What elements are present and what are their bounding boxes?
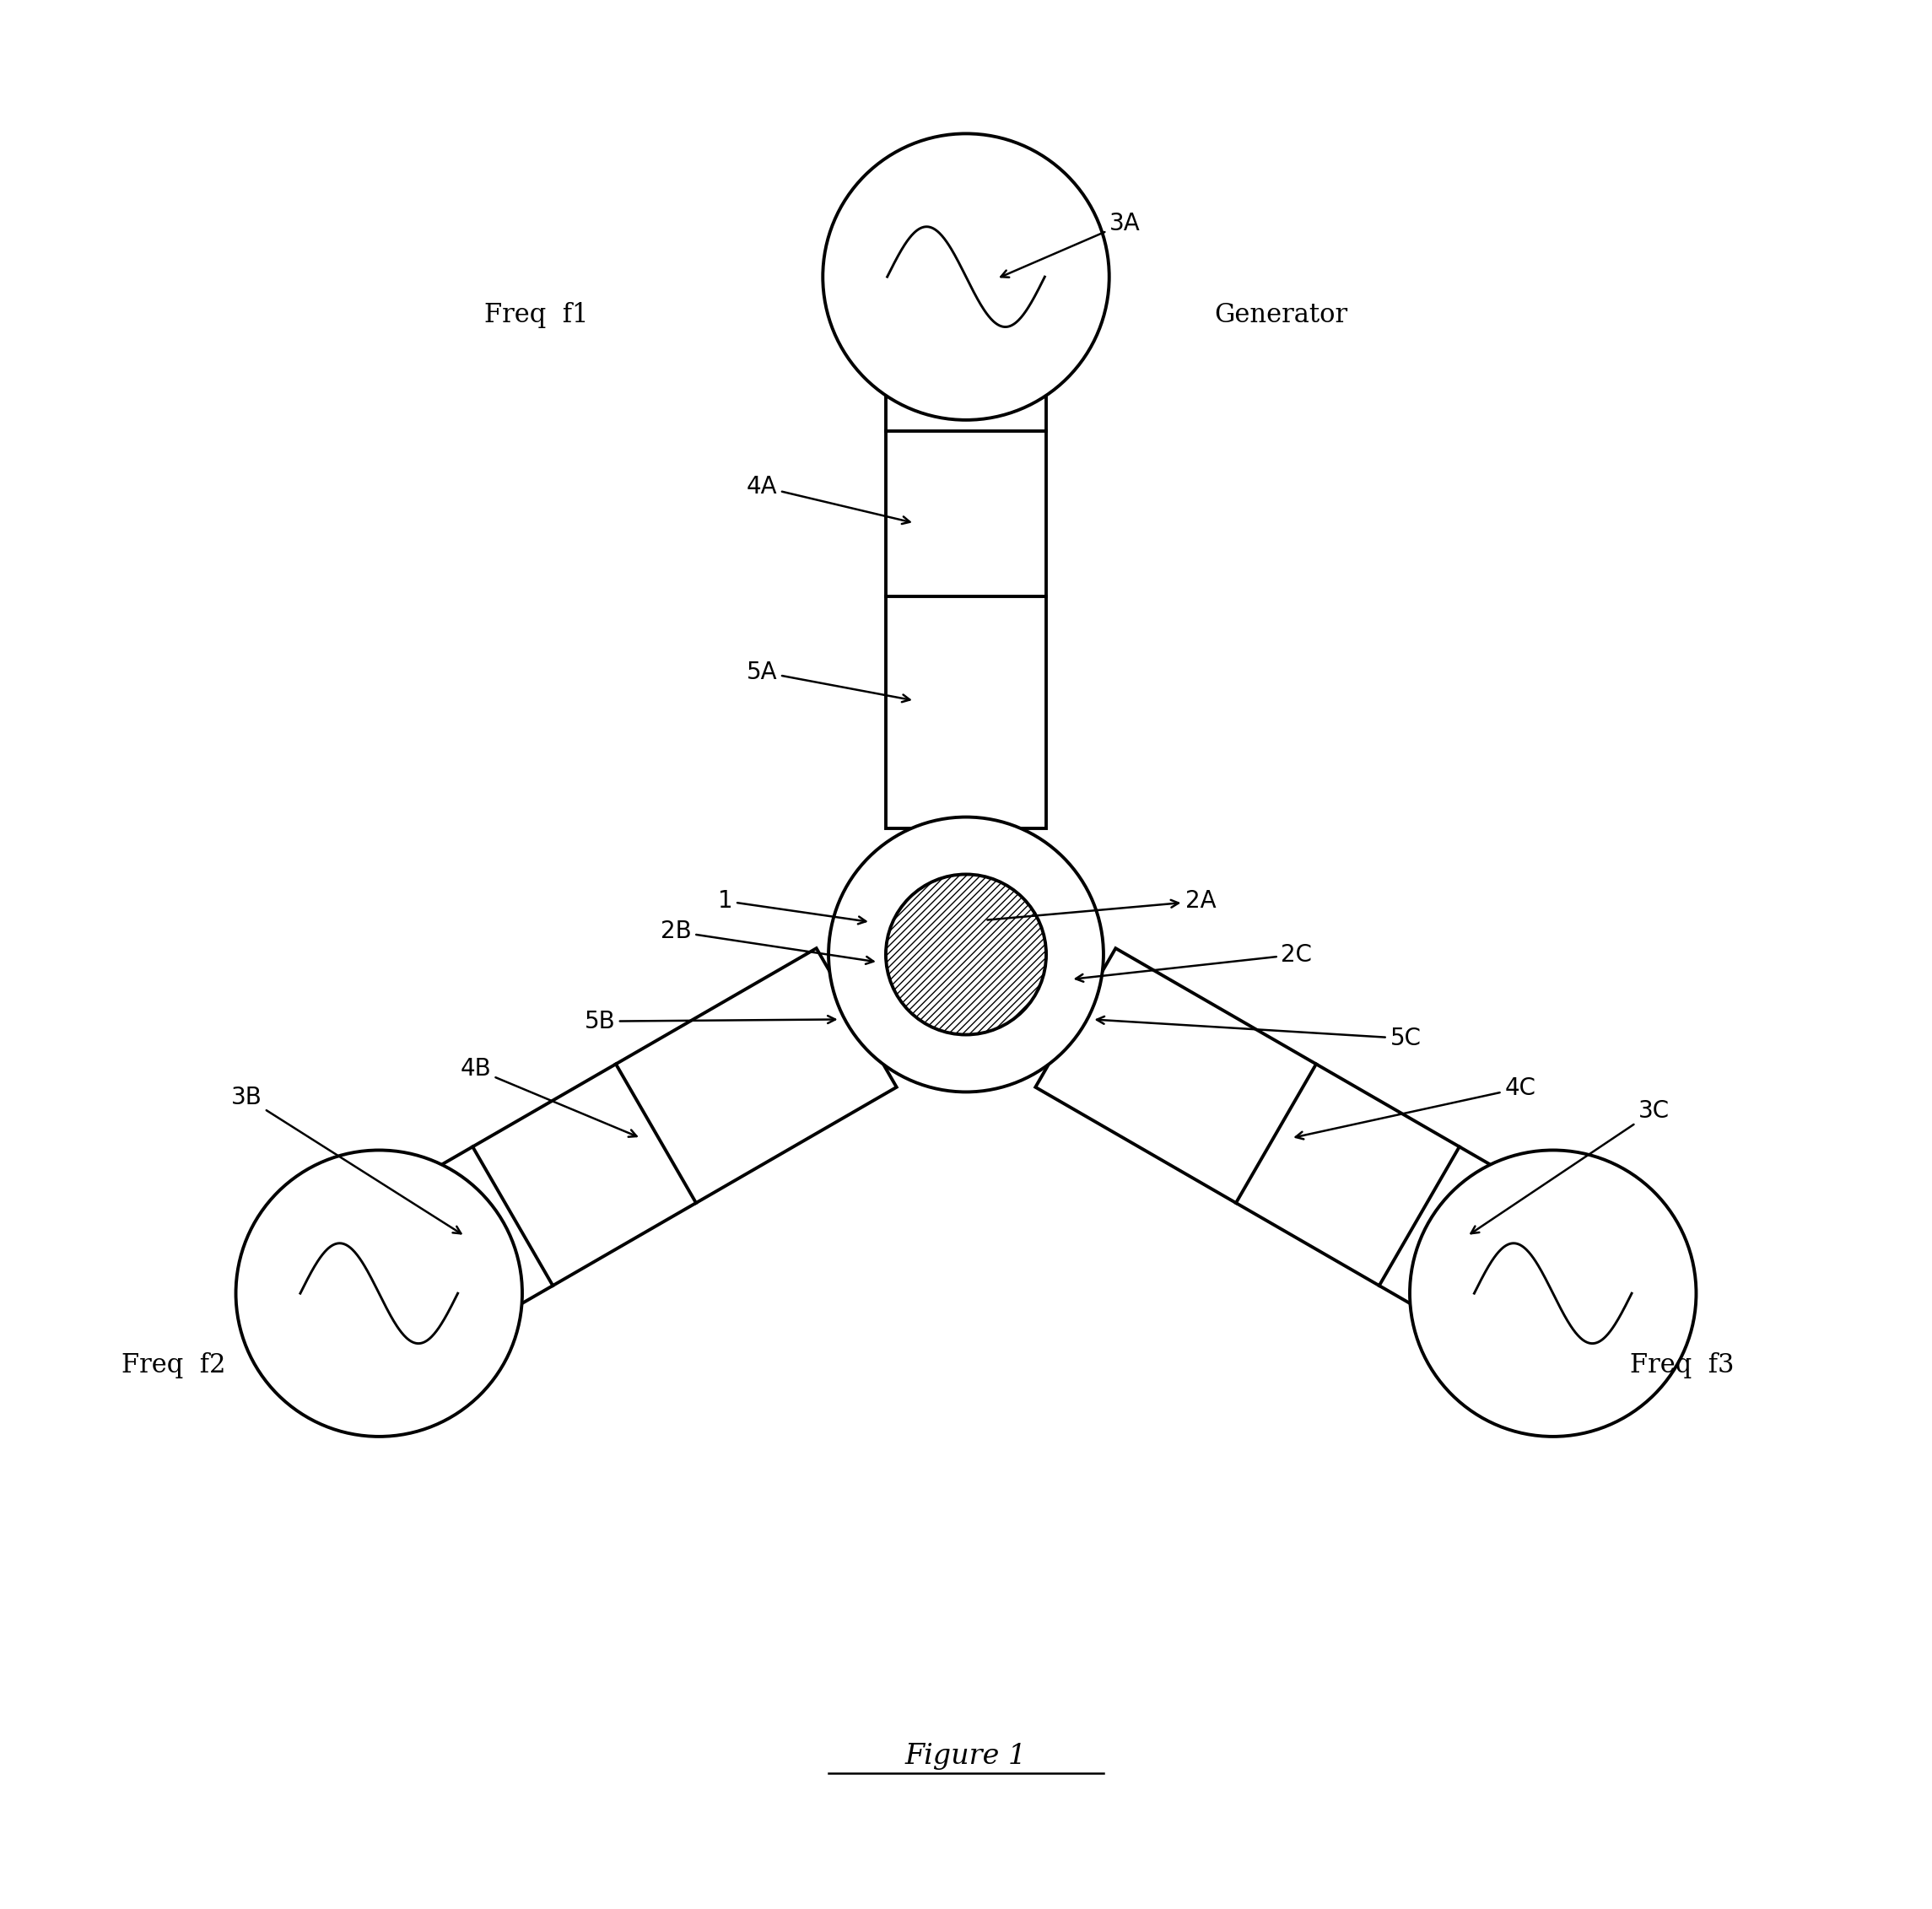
Polygon shape: [338, 949, 896, 1363]
Text: 5A: 5A: [746, 661, 910, 703]
Text: 1: 1: [719, 890, 866, 924]
Text: 4C: 4C: [1296, 1077, 1536, 1140]
Text: 2C: 2C: [1076, 943, 1312, 981]
Text: 3B: 3B: [232, 1086, 462, 1233]
Circle shape: [1410, 1151, 1696, 1437]
Polygon shape: [885, 277, 1047, 829]
Text: 4A: 4A: [746, 475, 910, 523]
Circle shape: [885, 874, 1047, 1035]
Text: Freq  f1: Freq f1: [485, 302, 589, 328]
Text: 2A: 2A: [987, 890, 1217, 920]
Text: 3C: 3C: [1470, 1100, 1669, 1233]
Text: Freq  f3: Freq f3: [1631, 1352, 1735, 1378]
Circle shape: [236, 1149, 522, 1436]
Text: 5B: 5B: [583, 1010, 835, 1033]
Text: 4B: 4B: [460, 1058, 638, 1138]
Text: Generator: Generator: [1215, 302, 1349, 328]
Circle shape: [823, 134, 1109, 420]
Circle shape: [829, 817, 1103, 1092]
Text: 2B: 2B: [661, 920, 873, 964]
Text: Figure 1: Figure 1: [906, 1743, 1026, 1770]
Text: 3A: 3A: [1001, 212, 1140, 277]
Polygon shape: [1036, 949, 1594, 1363]
Text: Freq  f2: Freq f2: [122, 1352, 226, 1378]
Text: 5C: 5C: [1097, 1016, 1422, 1050]
